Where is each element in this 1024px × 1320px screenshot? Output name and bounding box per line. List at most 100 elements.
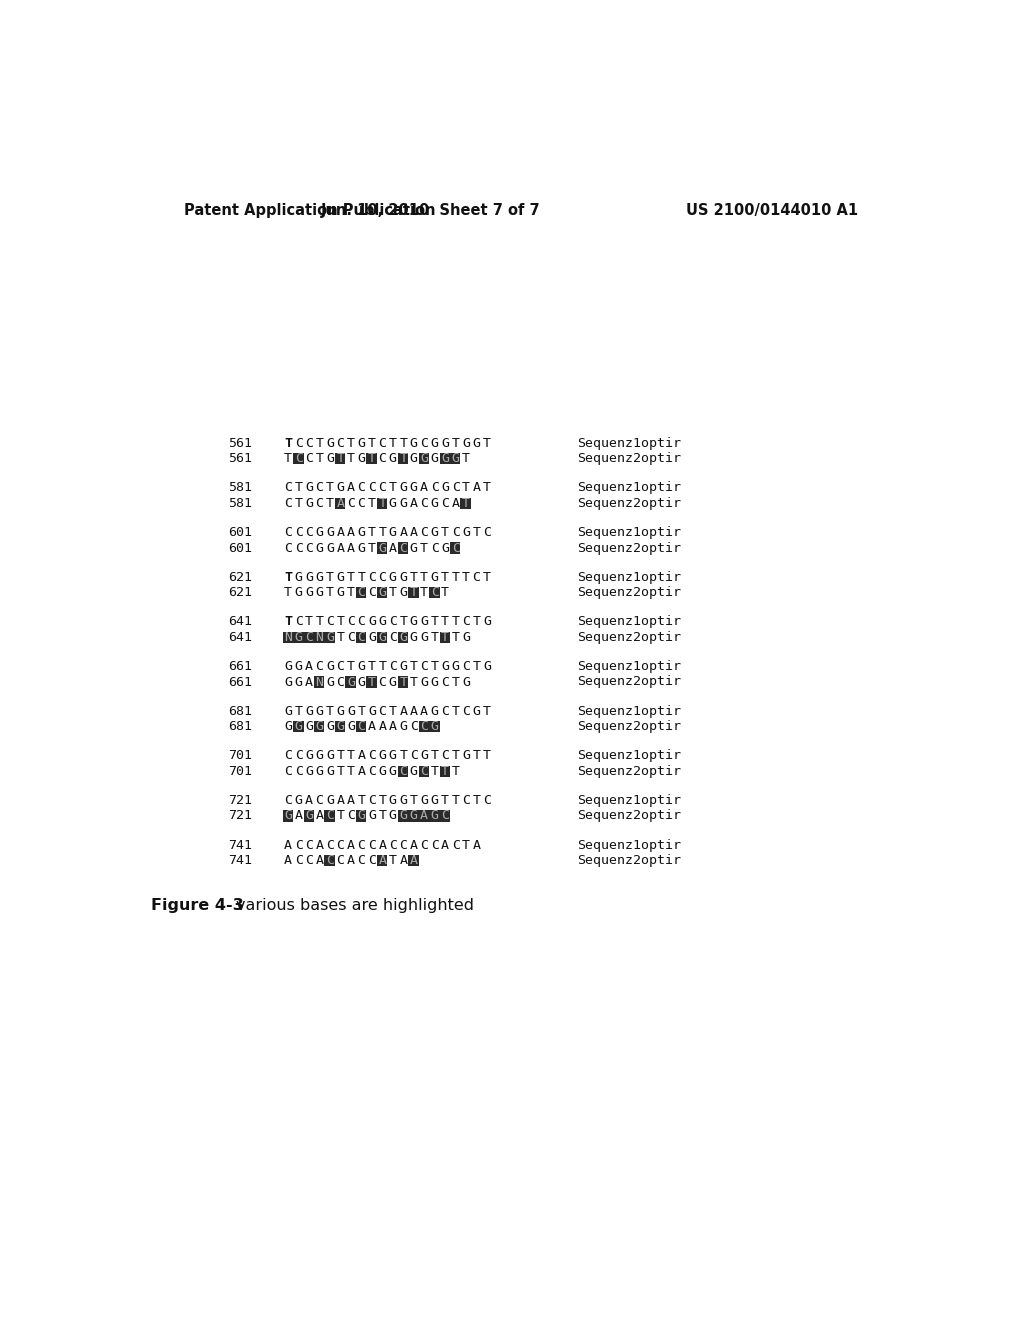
- Text: G: G: [337, 586, 344, 599]
- Text: G: G: [431, 570, 438, 583]
- Text: C: C: [399, 541, 408, 554]
- Text: A: A: [472, 482, 480, 495]
- FancyBboxPatch shape: [419, 453, 429, 465]
- Text: T: T: [399, 453, 408, 465]
- Text: A: A: [347, 527, 355, 539]
- Text: G: G: [431, 496, 438, 510]
- Text: Sequenz1optir: Sequenz1optir: [578, 705, 682, 718]
- Text: C: C: [295, 764, 303, 777]
- Text: A: A: [315, 809, 324, 822]
- FancyBboxPatch shape: [356, 721, 367, 733]
- Text: T: T: [410, 586, 418, 599]
- Text: T: T: [347, 586, 355, 599]
- Text: T: T: [315, 437, 324, 450]
- Text: T: T: [285, 586, 292, 599]
- Text: C: C: [399, 838, 408, 851]
- Text: C: C: [357, 854, 366, 867]
- Text: G: G: [305, 809, 313, 822]
- Text: C: C: [357, 482, 366, 495]
- Text: G: G: [315, 764, 324, 777]
- Text: C: C: [441, 496, 450, 510]
- Text: T: T: [347, 764, 355, 777]
- Text: C: C: [368, 838, 376, 851]
- FancyBboxPatch shape: [397, 631, 409, 643]
- Text: Sequenz2optir: Sequenz2optir: [578, 453, 682, 465]
- FancyBboxPatch shape: [397, 676, 409, 688]
- FancyBboxPatch shape: [293, 721, 303, 733]
- Text: G: G: [389, 676, 397, 689]
- Text: T: T: [389, 437, 397, 450]
- Text: G: G: [410, 809, 418, 822]
- Text: G: G: [399, 631, 408, 644]
- FancyBboxPatch shape: [345, 676, 356, 688]
- Text: G: G: [347, 721, 355, 733]
- Text: 601: 601: [228, 527, 252, 539]
- Text: G: G: [379, 615, 386, 628]
- Text: G: G: [399, 809, 408, 822]
- Text: 721: 721: [228, 795, 252, 807]
- Text: C: C: [452, 527, 460, 539]
- Text: C: C: [305, 453, 313, 465]
- Text: G: G: [441, 453, 450, 465]
- Text: C: C: [337, 437, 344, 450]
- Text: T: T: [285, 453, 292, 465]
- Text: G: G: [295, 660, 303, 673]
- Text: C: C: [295, 615, 303, 628]
- Text: A: A: [410, 527, 418, 539]
- Text: G: G: [305, 750, 313, 763]
- Text: Sequenz1optir: Sequenz1optir: [578, 838, 682, 851]
- Text: C: C: [285, 750, 292, 763]
- Text: G: G: [399, 721, 408, 733]
- Text: G: G: [295, 676, 303, 689]
- FancyBboxPatch shape: [409, 810, 419, 822]
- Text: T: T: [347, 660, 355, 673]
- Text: G: G: [441, 660, 450, 673]
- Text: G: G: [337, 705, 344, 718]
- Text: T: T: [347, 453, 355, 465]
- Text: A: A: [420, 809, 428, 822]
- Text: 601: 601: [228, 541, 252, 554]
- Text: Sequenz1optir: Sequenz1optir: [578, 660, 682, 673]
- Text: A: A: [337, 541, 344, 554]
- Text: G: G: [285, 721, 292, 733]
- Text: G: G: [431, 676, 438, 689]
- Text: G: G: [285, 676, 292, 689]
- Text: C: C: [357, 496, 366, 510]
- Text: N: N: [315, 631, 324, 644]
- Text: C: C: [295, 750, 303, 763]
- Text: G: G: [399, 795, 408, 807]
- Text: G: G: [483, 660, 492, 673]
- Text: T: T: [379, 527, 386, 539]
- Text: A: A: [347, 838, 355, 851]
- Text: G: G: [389, 496, 397, 510]
- Text: G: G: [431, 705, 438, 718]
- Text: C: C: [368, 586, 376, 599]
- Text: G: G: [305, 496, 313, 510]
- FancyBboxPatch shape: [419, 766, 429, 777]
- Text: A: A: [357, 764, 366, 777]
- Text: G: G: [389, 570, 397, 583]
- Text: C: C: [379, 453, 386, 465]
- Text: T: T: [483, 570, 492, 583]
- Text: G: G: [420, 615, 428, 628]
- Text: C: C: [337, 854, 344, 867]
- FancyBboxPatch shape: [429, 810, 439, 822]
- FancyBboxPatch shape: [439, 453, 450, 465]
- Text: C: C: [326, 838, 334, 851]
- Text: G: G: [379, 586, 386, 599]
- Text: T: T: [285, 437, 292, 450]
- Text: C: C: [462, 795, 470, 807]
- Text: G: G: [347, 676, 355, 689]
- Text: C: C: [483, 527, 492, 539]
- FancyBboxPatch shape: [439, 766, 450, 777]
- Text: T: T: [315, 615, 324, 628]
- Text: Sequenz1optir: Sequenz1optir: [578, 527, 682, 539]
- Text: A: A: [399, 527, 408, 539]
- Text: G: G: [347, 705, 355, 718]
- Text: T: T: [379, 809, 386, 822]
- Text: G: G: [315, 750, 324, 763]
- Text: T: T: [472, 527, 480, 539]
- Text: G: G: [441, 437, 450, 450]
- FancyBboxPatch shape: [356, 587, 367, 598]
- Text: C: C: [315, 496, 324, 510]
